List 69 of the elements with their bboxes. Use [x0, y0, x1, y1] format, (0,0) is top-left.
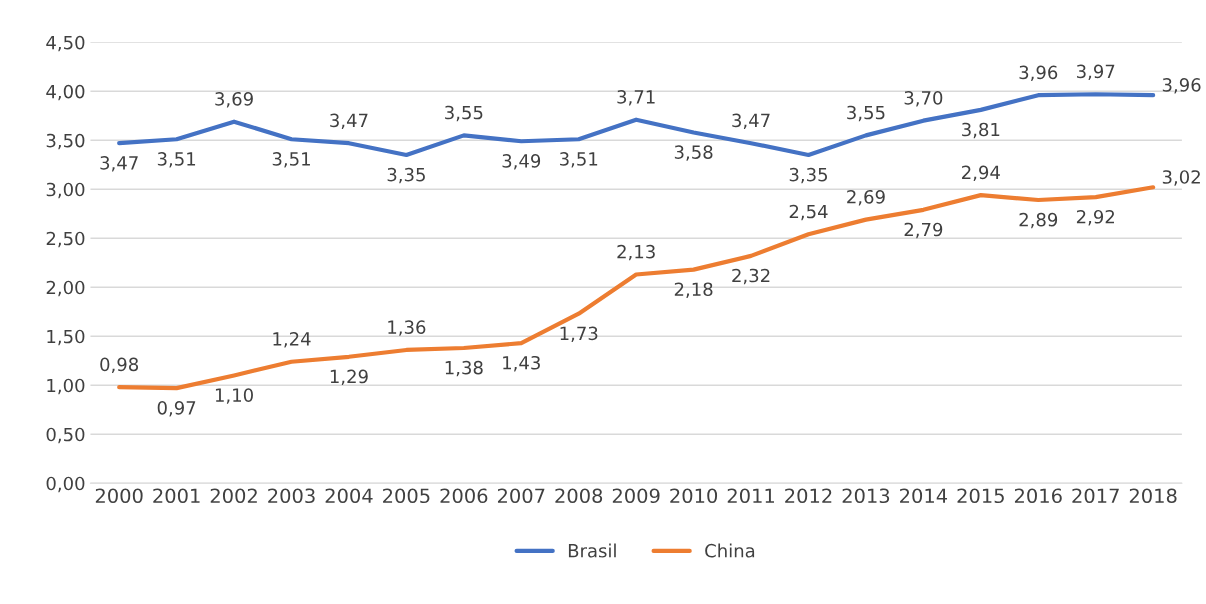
data-label: 3,55 [847, 105, 885, 122]
data-label: 2,79 [904, 222, 943, 239]
data-label: 3,49 [502, 154, 541, 170]
x-tick-label: 2012 [785, 488, 832, 504]
x-tick-label: 2002 [210, 488, 257, 504]
data-label: 3,55 [445, 105, 483, 122]
data-label: 3,70 [904, 91, 943, 107]
data-label: 3,58 [674, 145, 713, 161]
data-label: 3,47 [330, 113, 368, 130]
data-label: 3,47 [732, 113, 770, 130]
y-tick-label: 2,50 [46, 231, 85, 248]
y-tick-label: 0,00 [46, 476, 85, 493]
x-tick-label: 2003 [268, 488, 315, 504]
data-label: 3,51 [272, 152, 310, 168]
data-label: 2,94 [962, 165, 1000, 181]
y-tick-label: 1,50 [47, 329, 85, 346]
data-label: 3,35 [789, 167, 828, 184]
x-tick-label: 2000 [95, 488, 143, 504]
data-label: 3,51 [157, 152, 196, 168]
y-tick-label: 3,00 [46, 182, 85, 199]
data-label: 3,81 [962, 122, 1000, 139]
data-label: 1,43 [503, 355, 540, 372]
x-tick-label: 2015 [957, 488, 1004, 504]
data-label: 3,97 [1076, 64, 1115, 81]
x-tick-label: 2011 [727, 488, 774, 504]
data-label: 3,02 [1162, 170, 1200, 186]
x-tick-label: 2016 [1014, 488, 1062, 504]
x-tick-label: 2006 [440, 488, 488, 504]
data-label: 0,97 [157, 400, 196, 417]
data-label: 1,38 [445, 360, 483, 377]
data-label: 3,47 [100, 156, 138, 172]
y-tick-label: 4,50 [46, 35, 85, 52]
x-tick-label: 2004 [325, 488, 373, 504]
y-tick-label: 2,00 [46, 280, 85, 297]
x-tick-label: 2017 [1072, 488, 1119, 504]
data-label: 3,96 [1162, 78, 1201, 94]
data-label: 1,29 [330, 369, 368, 386]
data-label: 2,32 [732, 268, 770, 285]
data-label: 1,36 [388, 320, 426, 336]
legend-label: China [705, 543, 755, 558]
x-tick-label: 2018 [1129, 488, 1177, 504]
x-tick-label: 2013 [842, 488, 890, 504]
data-label: 3,51 [560, 152, 598, 168]
x-tick-label: 2001 [153, 488, 200, 504]
legend-label: Brasil [568, 543, 616, 558]
y-tick-label: 3,50 [46, 133, 85, 150]
x-tick-label: 2007 [497, 488, 545, 504]
x-tick-label: 2014 [900, 488, 948, 504]
data-label: 3,71 [617, 90, 655, 106]
x-tick-label: 2005 [383, 488, 430, 504]
y-tick-label: 4,00 [46, 84, 85, 101]
y-tick-label: 1,00 [47, 378, 85, 395]
x-tick-label: 2008 [555, 488, 603, 504]
data-label: 2,69 [847, 189, 885, 206]
data-label: 0,98 [100, 357, 139, 374]
data-label: 2,92 [1076, 209, 1115, 226]
data-label: 2,54 [789, 204, 828, 221]
data-label: 1,10 [215, 388, 253, 404]
data-label: 1,24 [273, 332, 311, 348]
data-label: 3,96 [1019, 65, 1058, 82]
data-label: 2,13 [617, 244, 655, 261]
data-label: 2,18 [674, 282, 713, 298]
data-label: 3,69 [215, 91, 253, 108]
data-label: 2,89 [1019, 212, 1058, 229]
x-tick-label: 2009 [612, 488, 660, 504]
y-tick-label: 0,50 [46, 427, 85, 444]
x-tick-label: 2010 [670, 488, 718, 504]
data-label: 1,73 [560, 326, 598, 343]
data-label: 3,35 [387, 167, 425, 184]
